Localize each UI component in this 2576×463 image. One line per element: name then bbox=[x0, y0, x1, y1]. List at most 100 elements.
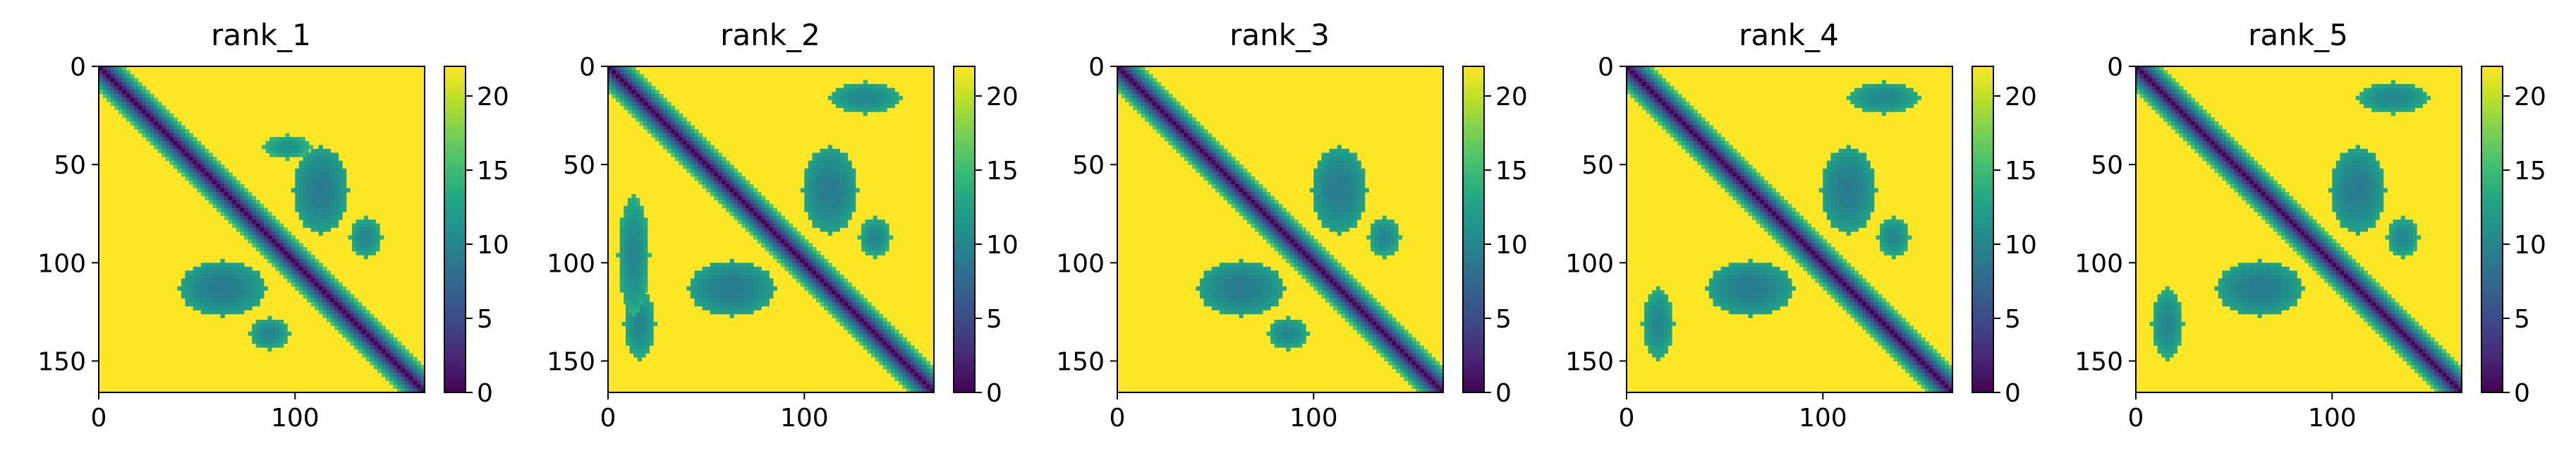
heatmap-cell bbox=[255, 247, 260, 252]
panel-title: rank_2 bbox=[720, 18, 820, 52]
heatmap-cell bbox=[338, 160, 343, 165]
heatmap-cell bbox=[1344, 294, 1350, 299]
heatmap-cell bbox=[1380, 325, 1385, 330]
heatmap-cell bbox=[722, 172, 727, 177]
heatmap-cell bbox=[1325, 215, 1330, 220]
heatmap-cell bbox=[918, 384, 923, 390]
heatmap-cell bbox=[619, 241, 624, 246]
heatmap-cell bbox=[827, 180, 832, 185]
heatmap-cell bbox=[334, 160, 339, 165]
heatmap-cell bbox=[283, 243, 288, 248]
heatmap-cell bbox=[181, 148, 186, 154]
heatmap-cell bbox=[659, 93, 664, 99]
heatmap-cell bbox=[236, 200, 241, 205]
heatmap-cell bbox=[706, 282, 711, 287]
heatmap-cell bbox=[298, 247, 304, 252]
heatmap-cell bbox=[725, 192, 731, 197]
heatmap-cell bbox=[1376, 333, 1381, 338]
heatmap-cell bbox=[307, 258, 312, 263]
heatmap-cell bbox=[808, 176, 813, 181]
heatmap-cell bbox=[110, 93, 115, 99]
heatmap-cell bbox=[627, 109, 632, 114]
heatmap-cell bbox=[275, 266, 280, 272]
heatmap-cell bbox=[356, 223, 360, 228]
heatmap-cell bbox=[619, 97, 624, 102]
heatmap-cell bbox=[145, 90, 150, 95]
heatmap-cell bbox=[702, 270, 707, 275]
heatmap-cell bbox=[631, 241, 636, 246]
heatmap-cell bbox=[816, 203, 821, 208]
heatmap-cell bbox=[181, 140, 186, 145]
heatmap-cell bbox=[839, 211, 844, 217]
heatmap-cell bbox=[824, 263, 829, 267]
heatmap-cell bbox=[220, 301, 225, 307]
heatmap-cell bbox=[177, 121, 182, 126]
heatmap-cell bbox=[350, 333, 355, 338]
heatmap-cell bbox=[717, 275, 723, 279]
heatmap-cell bbox=[706, 176, 711, 181]
heatmap-cell bbox=[832, 286, 837, 291]
heatmap-cell bbox=[260, 235, 265, 240]
heatmap-cell bbox=[671, 129, 676, 134]
heatmap-cell bbox=[1246, 196, 1251, 200]
heatmap-cell bbox=[679, 160, 684, 165]
heatmap-cell bbox=[322, 211, 327, 217]
heatmap-cell bbox=[295, 172, 300, 177]
heatmap-cell bbox=[342, 188, 347, 193]
heatmap-cell bbox=[130, 93, 135, 99]
heatmap-cell bbox=[839, 164, 844, 169]
heatmap-cell bbox=[1439, 376, 1444, 381]
heatmap-cell bbox=[338, 192, 343, 197]
heatmap-cell bbox=[820, 192, 825, 197]
heatmap-cell bbox=[193, 306, 198, 311]
heatmap-cell bbox=[228, 220, 233, 224]
heatmap-cell bbox=[236, 227, 241, 232]
heatmap-cell bbox=[645, 306, 650, 311]
heatmap-cell bbox=[800, 239, 805, 244]
heatmap-cell bbox=[303, 192, 308, 197]
heatmap-cell bbox=[169, 117, 174, 122]
heatmap-cell bbox=[710, 192, 715, 197]
heatmap-cell bbox=[393, 361, 398, 366]
heatmap-cell bbox=[318, 278, 323, 283]
heatmap-cell bbox=[1361, 313, 1366, 318]
heatmap-cell bbox=[824, 294, 829, 299]
heatmap-cell bbox=[1168, 125, 1173, 130]
heatmap-cell bbox=[228, 192, 233, 197]
heatmap-cell bbox=[228, 310, 233, 315]
heatmap-cell bbox=[307, 200, 312, 205]
heatmap-cell bbox=[1211, 157, 1216, 162]
heatmap-cell bbox=[1361, 196, 1366, 200]
heatmap-cell bbox=[1423, 361, 1428, 366]
heatmap-cell bbox=[835, 310, 841, 315]
heatmap-cell bbox=[882, 349, 887, 354]
heatmap-cell bbox=[753, 211, 758, 217]
heatmap-cell bbox=[729, 263, 734, 267]
heatmap-cell bbox=[820, 223, 825, 228]
heatmap-cell bbox=[338, 176, 343, 181]
heatmap-cell bbox=[310, 164, 315, 169]
heatmap-cell bbox=[285, 137, 290, 142]
heatmap-cell bbox=[360, 227, 365, 232]
heatmap-cell bbox=[772, 247, 777, 252]
heatmap-cell bbox=[635, 308, 640, 313]
heatmap-cell bbox=[835, 294, 841, 299]
heatmap-cell bbox=[1407, 333, 1413, 338]
heatmap-cell bbox=[102, 90, 107, 95]
heatmap-cell bbox=[1211, 148, 1216, 154]
heatmap-cell bbox=[879, 318, 884, 323]
heatmap-cell bbox=[875, 353, 880, 358]
heatmap-cell bbox=[626, 341, 631, 346]
heatmap-cell bbox=[847, 172, 852, 177]
heatmap-cell bbox=[690, 286, 695, 291]
heatmap-cell bbox=[667, 117, 672, 122]
heatmap-cell bbox=[1313, 176, 1318, 181]
heatmap-cell bbox=[401, 380, 406, 385]
heatmap-cell bbox=[370, 353, 375, 358]
heatmap-cell bbox=[1321, 211, 1326, 217]
heatmap-cell bbox=[185, 157, 190, 162]
heatmap-cell bbox=[1364, 298, 1369, 303]
heatmap-cell bbox=[358, 313, 363, 318]
heatmap-cell bbox=[1337, 310, 1342, 315]
heatmap-cell bbox=[360, 239, 365, 244]
